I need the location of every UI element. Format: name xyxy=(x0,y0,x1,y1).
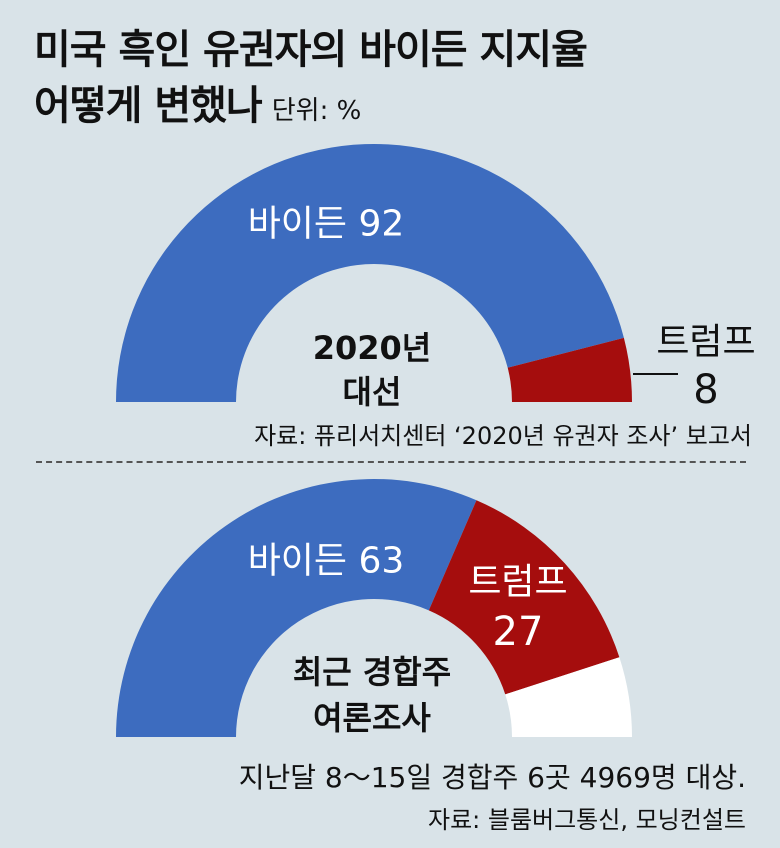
donut2-label-biden: 바이든 63 xyxy=(248,541,405,582)
title-line-1: 미국 흑인 유권자의 바이든 지지율 xyxy=(34,27,588,73)
donut2-center-label-2: 여론조사 xyxy=(313,699,431,737)
title-line-2-text: 어떻게 변했나 xyxy=(34,83,263,129)
donut1-center-label-2: 대선 xyxy=(343,373,402,411)
donut1-label-biden: 바이든 92 xyxy=(248,204,405,245)
chart-title: 미국 흑인 유권자의 바이든 지지율 어떻게 변했나 단위: % xyxy=(34,22,588,139)
donut2-slice-remainder xyxy=(505,657,632,737)
survey-note-2: 지난달 8～15일 경합주 6곳 4969명 대상. xyxy=(238,761,746,794)
title-line-2: 어떻게 변했나 단위: % xyxy=(34,78,587,139)
donut1-center-label-1: 2020년 xyxy=(313,329,432,367)
donut2-label-trump-value: 27 xyxy=(493,609,544,655)
donut2-slice-biden xyxy=(116,478,477,737)
source-note-1: 자료: 퓨리서치센터 ‘2020년 유권자 조사’ 보고서 xyxy=(254,422,752,450)
donut1-label-trump-name: 트럼프 xyxy=(656,322,755,363)
source-note-2: 자료: 블룸버그통신, 모닝컨설트 xyxy=(427,806,746,834)
donut1-slice-trump xyxy=(507,337,632,402)
donut1-label-trump-value: 8 xyxy=(693,367,718,413)
donut2-center-label-1: 최근 경합주 xyxy=(293,653,451,691)
donut1-slice-biden xyxy=(116,143,624,402)
dashed-divider xyxy=(36,461,746,463)
donut2-slice-trump xyxy=(428,500,620,695)
donut2-label-trump-name: 트럼프 xyxy=(468,562,567,603)
unit-label: 단위: % xyxy=(271,96,362,126)
